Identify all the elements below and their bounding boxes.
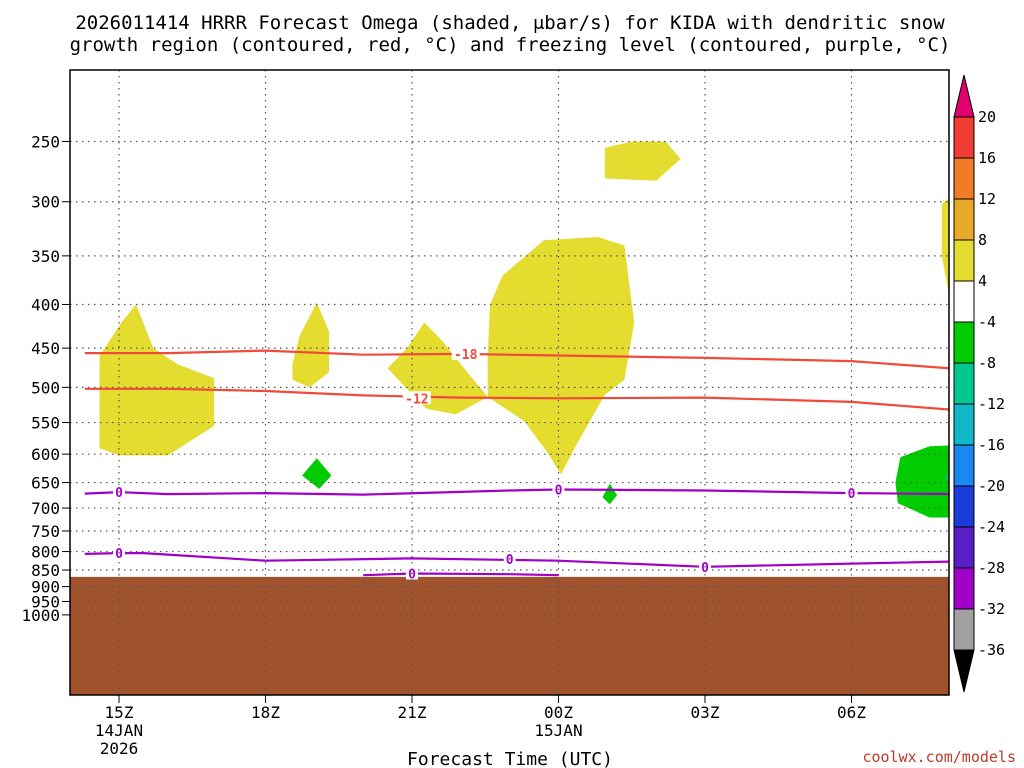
y-tick-label-750: 750 — [31, 522, 60, 541]
grid-lines — [70, 70, 949, 695]
colorbar-label-8: 8 — [978, 231, 987, 249]
colorbar-label-4: 4 — [978, 272, 987, 290]
y-tick-label-850: 850 — [31, 561, 60, 580]
colorbar-bottom-arrow — [953, 649, 975, 693]
colorbar-label--20: -20 — [978, 477, 1005, 495]
y-tick-label-450: 450 — [31, 339, 60, 358]
colorbar-swatch-4 — [953, 239, 975, 282]
teal-region-1 — [944, 474, 949, 481]
y-tick-label-1000: 1000 — [21, 606, 60, 625]
credit-link[interactable]: coolwx.com/models — [862, 748, 1016, 766]
yellow-region-3 — [387, 322, 488, 415]
green-region-3 — [895, 445, 949, 518]
contour-freezing-lower-label-3: 0 — [701, 561, 709, 576]
green-region-2 — [602, 483, 618, 505]
colorbar-label--4: -4 — [978, 313, 996, 331]
y-tick-label-800: 800 — [31, 543, 60, 562]
colorbar-label--8: -8 — [978, 354, 996, 372]
colorbar-label--36: -36 — [978, 641, 1005, 659]
colorbar-swatch-8 — [953, 403, 975, 446]
contour-freezing-lower-label-bg-1 — [113, 546, 125, 560]
contour-freezing-upper-label-bg-1 — [113, 485, 125, 499]
yellow-region-5 — [604, 141, 681, 181]
y-tick-label-350: 350 — [31, 247, 60, 266]
y-tick-label-600: 600 — [31, 445, 60, 464]
contour-freezing-lower-label-2: 0 — [506, 553, 514, 568]
ground-below-surface — [70, 576, 949, 695]
contour-minus18-label-1: -18 — [454, 348, 478, 363]
y-tick-label-250: 250 — [31, 132, 60, 151]
contour-freezing-lower-label-bg-2 — [503, 551, 516, 565]
colorbar-top-arrow — [953, 74, 975, 118]
yellow-region-2 — [292, 302, 329, 388]
colorbar-swatch-12 — [953, 567, 975, 610]
y-tick-label-300: 300 — [31, 193, 60, 212]
colorbar-label--32: -32 — [978, 600, 1005, 618]
colorbar-label-20: 20 — [978, 108, 996, 126]
colorbar-swatch-3 — [953, 198, 975, 241]
contour-minus12-label-bg-1 — [402, 391, 431, 405]
x-tick-date-00Z: 15JAN — [534, 721, 582, 740]
contour-freezing-upper-label-2: 0 — [555, 483, 563, 498]
colorbar-label-12: 12 — [978, 190, 996, 208]
y-tick-label-900: 900 — [31, 578, 60, 597]
y-tick-label-950: 950 — [31, 593, 60, 612]
colorbar-label--16: -16 — [978, 436, 1005, 454]
x-tick-label-00Z: 00Z — [544, 703, 573, 722]
colorbar-swatch-9 — [953, 444, 975, 487]
plot-frame — [69, 69, 950, 696]
colorbar-swatch-5 — [953, 280, 975, 323]
contour-freezing-surface — [363, 572, 559, 577]
contour-freezing-surface-label-bg-1 — [406, 566, 418, 580]
contour-freezing-upper-label-bg-2 — [552, 482, 565, 496]
y-tick-label-650: 650 — [31, 474, 60, 493]
contour-freezing-upper — [84, 488, 949, 496]
chart-title-line2: growth region (contoured, red, °C) and f… — [70, 34, 951, 56]
x-tick-year-15Z: 2026 — [100, 739, 139, 758]
x-tick-label-18Z: 18Z — [251, 703, 280, 722]
colorbar-swatch-7 — [953, 362, 975, 405]
x-tick-label-06Z: 06Z — [837, 703, 866, 722]
green-region-1 — [302, 458, 332, 489]
y-tick-label-700: 700 — [31, 499, 60, 518]
plot-area: -18 -12 0 0 0 0 0 0 0 — [70, 70, 949, 695]
colorbar-swatch-10 — [953, 485, 975, 528]
x-tick-label-15Z: 15Z — [105, 703, 134, 722]
x-tick-label-03Z: 03Z — [691, 703, 720, 722]
contour-lines: -18 -12 0 0 0 0 0 0 0 — [84, 346, 949, 582]
chart-title-line1: 2026011414 HRRR Forecast Omega (shaded, … — [75, 12, 945, 34]
contour-freezing-upper-label-bg-3 — [845, 486, 858, 500]
x-tick-date-15Z: 14JAN — [95, 721, 143, 740]
y-tick-label-400: 400 — [31, 295, 60, 314]
colorbar-label--28: -28 — [978, 559, 1005, 577]
colorbar-legend: 20 16 12 8 4 -4 -8 -12 -16 -20 -24 -28 -32 -36 — [953, 74, 1005, 693]
x-axis-label: Forecast Time (UTC) — [407, 749, 613, 768]
omega-shading — [99, 141, 949, 518]
contour-freezing-upper-label-1: 0 — [115, 486, 123, 501]
contour-minus18-label-bg-1 — [451, 346, 480, 360]
y-tick-label-500: 500 — [31, 378, 60, 397]
y-tick-label-550: 550 — [31, 414, 60, 433]
y-axis-ticks: 2503003504004505005506006507007508008509… — [21, 132, 70, 625]
yellow-region-6 — [941, 198, 949, 295]
contour-freezing-surface-label-1: 0 — [408, 567, 416, 582]
yellow-region-1 — [99, 304, 215, 456]
colorbar-swatch-1 — [953, 116, 975, 159]
colorbar-label--24: -24 — [978, 518, 1005, 536]
contour-freezing-upper-label-3: 0 — [848, 487, 856, 502]
contour-freezing-lower-label-1: 0 — [115, 547, 123, 562]
colorbar-label-16: 16 — [978, 149, 996, 167]
contour-freezing-lower-label-bg-3 — [699, 559, 711, 573]
colorbar-swatch-13 — [953, 608, 975, 651]
colorbar-swatch-2 — [953, 157, 975, 200]
colorbar-swatch-6 — [953, 321, 975, 364]
x-tick-label-21Z: 21Z — [398, 703, 427, 722]
contour-minus12 — [84, 387, 949, 411]
colorbar-swatch-11 — [953, 526, 975, 569]
contour-freezing-lower — [84, 551, 949, 568]
colorbar-label--12: -12 — [978, 395, 1005, 413]
contour-minus12-label-1: -12 — [405, 392, 428, 407]
